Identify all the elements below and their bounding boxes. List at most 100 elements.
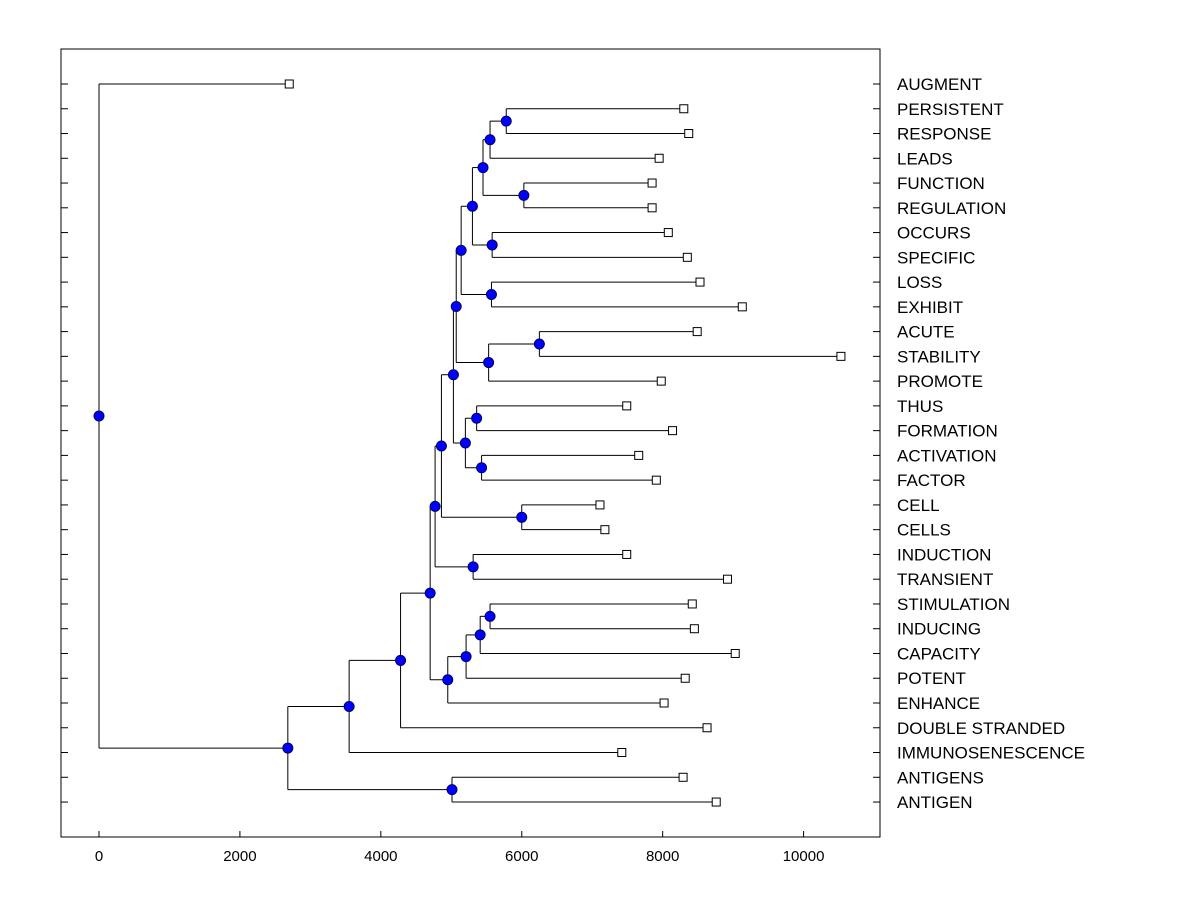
x-tick-label: 10000 [783, 848, 825, 865]
x-tick-label: 6000 [505, 848, 538, 865]
leaf-marker [656, 376, 666, 386]
leaf-marker [695, 277, 705, 287]
leaf-labels: AUGMENT PERSISTENT RESPONSE LEADS FUNCTION RE… [897, 75, 1085, 812]
merge-node [395, 654, 407, 666]
leaf-label-response: RESPONSE [897, 125, 991, 144]
merge-node [500, 115, 512, 127]
leaf-label-augment: AUGMENT [897, 75, 982, 94]
leaf-label-potent: POTENT [897, 669, 966, 688]
leaf-marker [647, 203, 657, 213]
leaf-label-stimulation: STIMULATION [897, 595, 1010, 614]
merge-node [450, 300, 462, 312]
merge-node [518, 189, 530, 201]
leaf-marker [622, 549, 632, 559]
leaf-label-function: FUNCTION [897, 174, 985, 193]
merge-node [486, 239, 498, 251]
leaf-marker [684, 129, 694, 139]
leaf-label-loss: LOSS [897, 273, 942, 292]
merge-node [516, 511, 528, 523]
leaf-label-cell: CELL [897, 496, 940, 515]
x-tick-label: 2000 [223, 848, 256, 865]
merge-node [484, 610, 496, 622]
leaf-label-antigens: ANTIGENS [897, 768, 984, 787]
leaf-marker [679, 104, 689, 114]
leaf-marker [634, 450, 644, 460]
x-tick-label: 8000 [646, 848, 679, 865]
leaf-label-double-stranded: DOUBLE STRANDED [897, 719, 1065, 738]
merge-node [484, 134, 496, 146]
leaf-marker [682, 252, 692, 262]
leaf-marker [617, 748, 627, 758]
leaf-marker [622, 401, 632, 411]
merge-node [466, 200, 478, 212]
leaf-label-factor: FACTOR [897, 471, 966, 490]
leaf-marker [687, 599, 697, 609]
leaf-label-acute: ACUTE [897, 323, 955, 342]
merge-node [460, 651, 472, 663]
merge-node [424, 587, 436, 599]
merge-node [447, 369, 459, 381]
leaf-marker [595, 500, 605, 510]
leaf-marker [668, 426, 678, 436]
leaf-label-specific: SPECIFIC [897, 248, 975, 267]
leaf-marker [702, 723, 712, 733]
leaf-label-inducing: INDUCING [897, 620, 981, 639]
leaf-markers [284, 79, 846, 807]
leaf-label-capacity: CAPACITY [897, 644, 981, 663]
leaf-marker [737, 302, 747, 312]
leaf-marker [680, 673, 690, 683]
merge-node [446, 784, 458, 796]
leaf-marker [730, 648, 740, 658]
merge-nodes [93, 115, 545, 796]
leaf-marker [722, 574, 732, 584]
leaf-marker [689, 624, 699, 634]
leaf-label-formation: FORMATION [897, 422, 998, 441]
leaf-label-antigen: ANTIGEN [897, 793, 973, 812]
leaf-marker [284, 79, 294, 89]
leaf-marker [659, 698, 669, 708]
plot-frame [60, 48, 881, 838]
leaf-marker [600, 525, 610, 535]
leaf-label-thus: THUS [897, 397, 943, 416]
leaf-marker [654, 153, 664, 163]
merge-node [435, 440, 447, 452]
leaf-label-enhance: ENHANCE [897, 694, 980, 713]
merge-node [459, 437, 471, 449]
leaf-marker [663, 228, 673, 238]
leaf-label-transient: TRANSIENT [897, 570, 993, 589]
leaf-label-occurs: OCCURS [897, 224, 971, 243]
leaf-label-stability: STABILITY [897, 347, 981, 366]
leaf-marker [692, 327, 702, 337]
leaf-label-regulation: REGULATION [897, 199, 1006, 218]
x-axis: 0 2000 4000 6000 8000 10000 [95, 831, 825, 865]
leaf-label-cells: CELLS [897, 521, 951, 540]
merge-node [483, 357, 495, 369]
x-tick-label: 4000 [364, 848, 397, 865]
merge-node [93, 410, 105, 422]
leaf-marker [836, 351, 846, 361]
leaf-label-immunosenescence: IMMUNOSENESCENCE [897, 744, 1085, 763]
row-ticks [61, 83, 880, 803]
merge-node [533, 338, 545, 350]
merge-node [282, 742, 294, 754]
x-tick-label: 0 [95, 848, 103, 865]
merge-node [477, 162, 489, 174]
merge-node [455, 244, 467, 256]
merge-node [474, 629, 486, 641]
merge-node [471, 412, 483, 424]
merge-node [485, 288, 497, 300]
leaf-label-leads: LEADS [897, 149, 953, 168]
merge-node [343, 700, 355, 712]
leaf-label-activation: ACTIVATION [897, 446, 997, 465]
merge-node [442, 674, 454, 686]
leaf-marker [711, 797, 721, 807]
leaf-label-induction: INDUCTION [897, 545, 991, 564]
merge-node [476, 462, 488, 474]
leaf-label-exhibit: EXHIBIT [897, 298, 963, 317]
merge-node [429, 500, 441, 512]
leaf-marker [651, 475, 661, 485]
leaf-marker [647, 178, 657, 188]
leaf-marker [678, 772, 688, 782]
leaf-label-promote: PROMOTE [897, 372, 983, 391]
